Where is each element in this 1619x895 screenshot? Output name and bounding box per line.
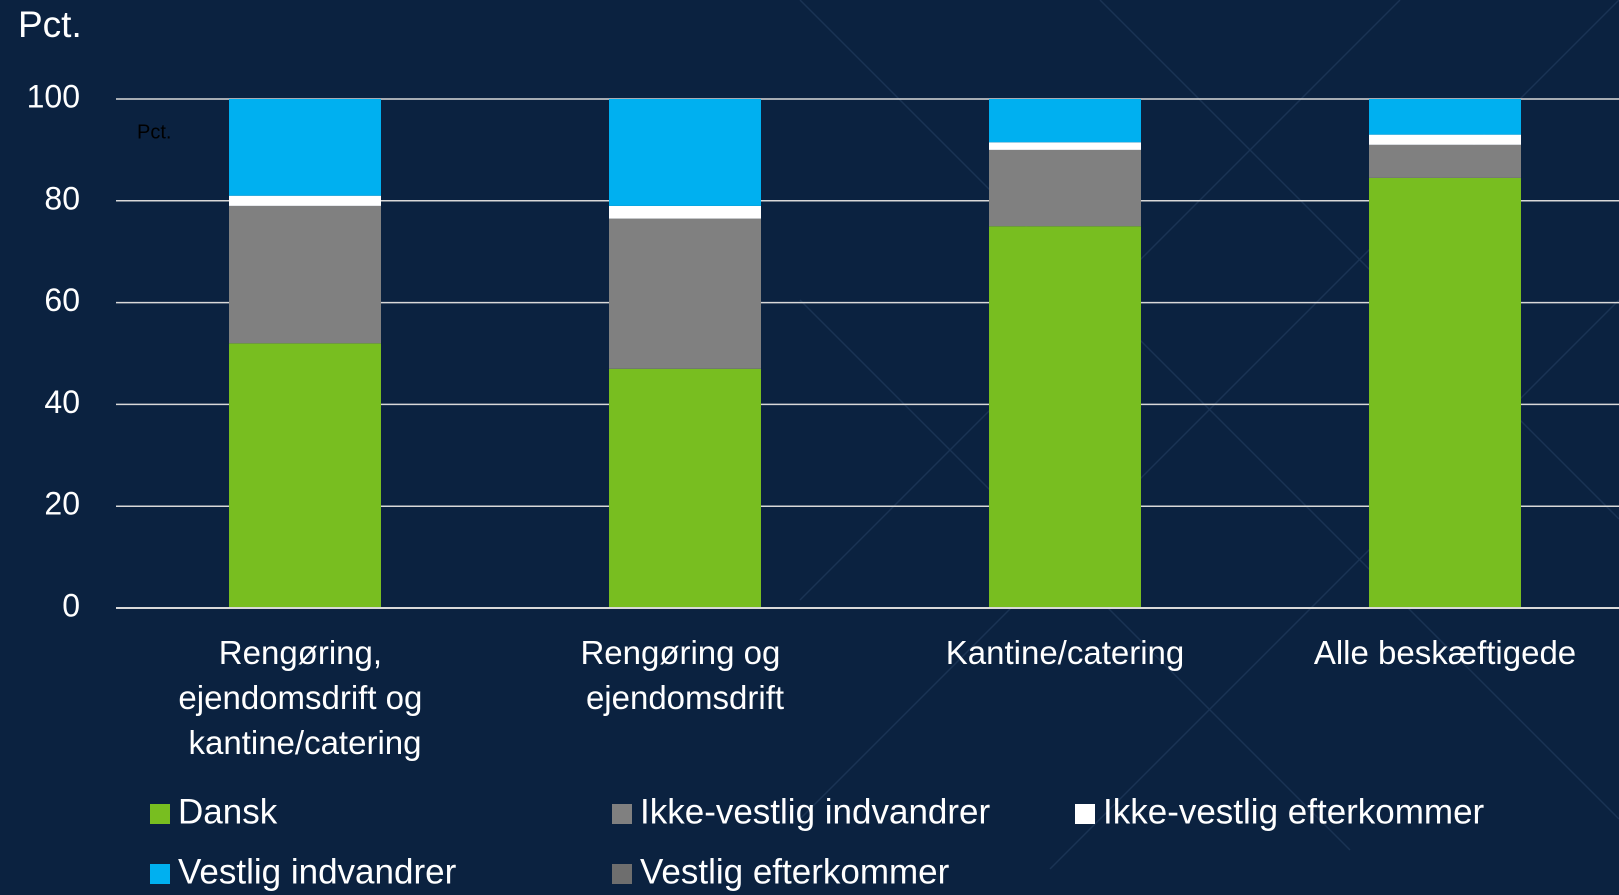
bar-segment: [989, 226, 1141, 608]
bar-segment: [609, 218, 761, 369]
bar-segment: [229, 205, 381, 344]
bar-segment: [1369, 177, 1521, 608]
x-tick-label: Rengøring, ejendomsdrift og kantine/cate…: [178, 634, 431, 761]
bar-segment: [1369, 99, 1521, 135]
legend-label: Ikke-vestlig indvandrer: [640, 792, 990, 831]
bar-segment: [609, 205, 761, 219]
bar-segment: [229, 343, 381, 608]
bar-segment: [229, 99, 381, 196]
bar-segment: [609, 99, 761, 206]
legend-label: Vestlig efterkommer: [640, 852, 950, 891]
bar-segment: [1369, 134, 1521, 145]
bar-segment: [989, 149, 1141, 227]
bar-segment: [1369, 144, 1521, 178]
legend-swatch: [150, 804, 170, 824]
x-tick-label: Kantine/catering: [946, 634, 1185, 671]
legend-swatch: [150, 864, 170, 884]
x-tick-label: Rengøring og ejendomsdrift: [580, 634, 789, 716]
y-tick-label: 100: [27, 78, 80, 114]
y-tick-label: 0: [62, 587, 80, 623]
y-tick-label: 40: [44, 384, 80, 420]
legend-label: Dansk: [178, 792, 278, 831]
annotation: Pct.: [137, 121, 171, 143]
y-tick-label: 60: [44, 282, 80, 318]
y-axis-label: Pct.: [18, 4, 82, 45]
x-tick-label: Alle beskæftigede: [1314, 634, 1576, 671]
legend-swatch: [1075, 804, 1095, 824]
legend-swatch: [612, 864, 632, 884]
legend-label: Ikke-vestlig efterkommer: [1103, 792, 1485, 831]
legend-label: Vestlig indvandrer: [178, 852, 457, 891]
bar-segment: [609, 368, 761, 608]
bar-segment: [989, 142, 1141, 150]
y-tick-label: 80: [44, 180, 80, 216]
legend-swatch: [612, 804, 632, 824]
bar-segment: [989, 99, 1141, 143]
y-tick-label: 20: [44, 486, 80, 522]
bar-segment: [229, 195, 381, 206]
